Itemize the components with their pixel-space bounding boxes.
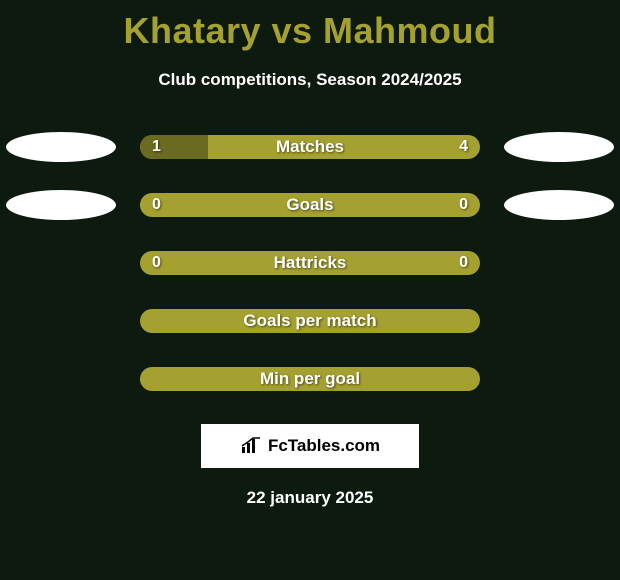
page-subtitle: Club competitions, Season 2024/2025 xyxy=(0,70,620,90)
avatar-spacer xyxy=(504,306,614,336)
stats-list: 1 Matches 4 0 Goals 0 0 xyxy=(0,132,620,394)
player-right-avatar xyxy=(504,132,614,162)
stat-label: Hattricks xyxy=(140,253,480,273)
avatar-spacer xyxy=(6,306,116,336)
stat-right-value: 0 xyxy=(459,254,468,272)
stat-row: 0 Hattricks 0 xyxy=(0,248,620,278)
stat-label: Goals xyxy=(140,195,480,215)
avatar-spacer xyxy=(504,364,614,394)
stat-label: Goals per match xyxy=(140,311,480,331)
stat-bar-matches: 1 Matches 4 xyxy=(140,135,480,159)
stat-right-value: 4 xyxy=(459,138,468,156)
stat-bar-hattricks: 0 Hattricks 0 xyxy=(140,251,480,275)
player-right-avatar xyxy=(504,190,614,220)
stat-row: Min per goal xyxy=(0,364,620,394)
stat-bar-goals: 0 Goals 0 xyxy=(140,193,480,217)
stat-bar-min-per-goal: Min per goal xyxy=(140,367,480,391)
avatar-spacer xyxy=(6,364,116,394)
avatar-spacer xyxy=(504,248,614,278)
stat-row: Goals per match xyxy=(0,306,620,336)
bar-chart-icon xyxy=(240,437,262,455)
player-left-avatar xyxy=(6,132,116,162)
brand-text: FcTables.com xyxy=(268,436,380,456)
avatar-spacer xyxy=(6,248,116,278)
footer-date: 22 january 2025 xyxy=(0,488,620,508)
stat-label: Min per goal xyxy=(140,369,480,389)
stat-right-value: 0 xyxy=(459,196,468,214)
page-title: Khatary vs Mahmoud xyxy=(0,0,620,52)
stat-bar-goals-per-match: Goals per match xyxy=(140,309,480,333)
brand-badge: FcTables.com xyxy=(201,424,419,468)
stat-row: 1 Matches 4 xyxy=(0,132,620,162)
stat-label: Matches xyxy=(140,137,480,157)
player-left-avatar xyxy=(6,190,116,220)
stat-row: 0 Goals 0 xyxy=(0,190,620,220)
h2h-infographic: Khatary vs Mahmoud Club competitions, Se… xyxy=(0,0,620,580)
